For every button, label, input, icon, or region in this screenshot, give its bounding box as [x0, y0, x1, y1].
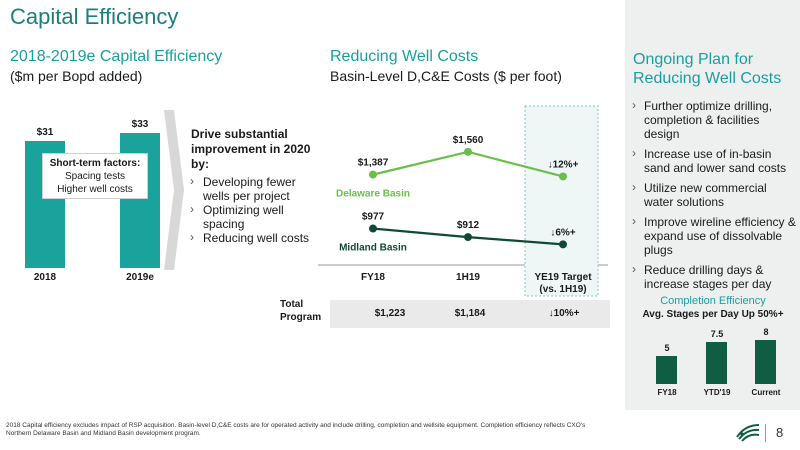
- series-name-label: Midland Basin: [339, 243, 407, 254]
- factors-heading: Short-term factors:: [49, 158, 141, 169]
- data-point: [559, 240, 567, 249]
- total-label-line: Program: [280, 312, 322, 323]
- series-name-label: Delaware Basin: [336, 189, 410, 200]
- total-value: $1,223: [374, 308, 406, 319]
- drive-improvement-heading: Drive substantial improvement in 2020 by…: [191, 127, 311, 171]
- list-item: Developing fewer wells per project: [188, 174, 318, 203]
- page-number: 8: [776, 425, 784, 440]
- footer-divider: [765, 424, 766, 442]
- data-point: [369, 170, 377, 179]
- slide-title: Capital Efficiency: [10, 4, 179, 29]
- data-label: $1,560: [453, 135, 484, 146]
- bar-value-label: $33: [131, 119, 149, 131]
- category-label: YTD'19: [703, 388, 731, 397]
- list-item: Utilize new commercial water solutions: [630, 180, 798, 209]
- total-value: $1,184: [454, 308, 486, 319]
- factor-item: Higher well costs: [57, 184, 133, 195]
- chevron-arrow-icon: [164, 110, 184, 270]
- target-highlight-box: [524, 105, 599, 297]
- well-costs-subtitle: Basin-Level D,C&E Costs ($ per foot): [330, 68, 562, 84]
- list-item: Reducing well costs: [188, 230, 318, 245]
- completion-efficiency-title: Completion Efficiency: [660, 295, 766, 307]
- category-label: 2019e: [126, 272, 154, 283]
- plan-title-line: Ongoing Plan for: [633, 51, 754, 68]
- data-label: $1,387: [358, 158, 389, 169]
- list-item: Increase use of in-basin sand and lower …: [630, 146, 798, 175]
- capital-efficiency-subtitle: ($m per Bopd added): [10, 68, 143, 84]
- well-costs-title: Reducing Well Costs: [330, 48, 479, 65]
- data-label: ↓12%+: [548, 159, 579, 170]
- bar-value-label: $31: [36, 127, 54, 139]
- data-point: [559, 172, 567, 181]
- data-label: $912: [457, 220, 480, 231]
- bar-value-label: 5: [664, 343, 670, 354]
- data-point: [464, 233, 472, 242]
- well-costs-line-chart: $1,387 $1,560 ↓12%+ Delaware Basin $977 $912 ↓…: [318, 105, 608, 297]
- category-label: 2018: [33, 272, 57, 283]
- company-logo-icon: [736, 424, 760, 442]
- list-item: Optimizing well spacing: [188, 202, 318, 231]
- bar: [706, 342, 727, 384]
- category-label: (vs. 1H19): [539, 284, 586, 295]
- bar: [755, 339, 776, 384]
- list-item: Further optimize drilling, completion & …: [630, 98, 798, 141]
- total-value: ↓10%+: [548, 308, 580, 319]
- category-label: YE19 Target: [534, 272, 592, 283]
- plan-title-line: Reducing Well Costs: [633, 70, 782, 87]
- data-point: [464, 147, 472, 156]
- footnote-line: Northern Delaware Basin and Midland Basi…: [6, 430, 201, 437]
- factor-item: Spacing tests: [64, 171, 126, 182]
- category-label: Current: [751, 388, 781, 397]
- capital-efficiency-title: 2018-2019e Capital Efficiency: [10, 48, 223, 65]
- footnote: 2018 Capital efficiency excludes impact …: [6, 422, 646, 438]
- plan-title: Ongoing Plan for Reducing Well Costs: [633, 50, 781, 88]
- category-label: 1H19: [456, 272, 480, 283]
- bar-value-label: 8: [763, 326, 769, 337]
- category-label: FY18: [657, 388, 677, 397]
- improvement-list: Developing fewer wells per project Optim…: [188, 174, 318, 245]
- bar: [656, 356, 677, 384]
- total-program-band: [330, 300, 610, 328]
- footnote-line: 2018 Capital efficiency excludes impact …: [6, 422, 586, 429]
- list-item: Improve wireline efficiency & expand use…: [630, 214, 798, 257]
- data-label: ↓6%+: [550, 227, 575, 238]
- data-label: $977: [362, 212, 385, 223]
- total-label-line: Total: [280, 299, 304, 310]
- short-term-factors-box: Short-term factors: Spacing tests Higher…: [42, 153, 148, 199]
- data-point: [369, 224, 377, 233]
- bar-value-label: 7.5: [710, 329, 724, 340]
- category-label: FY18: [361, 272, 385, 283]
- list-item: Reduce drilling days & increase stages p…: [630, 262, 798, 291]
- total-program-label: Total Program: [280, 298, 321, 324]
- plan-list: Further optimize drilling, completion & …: [630, 98, 798, 297]
- completion-efficiency-subtitle: Avg. Stages per Day Up 50%+: [642, 309, 784, 320]
